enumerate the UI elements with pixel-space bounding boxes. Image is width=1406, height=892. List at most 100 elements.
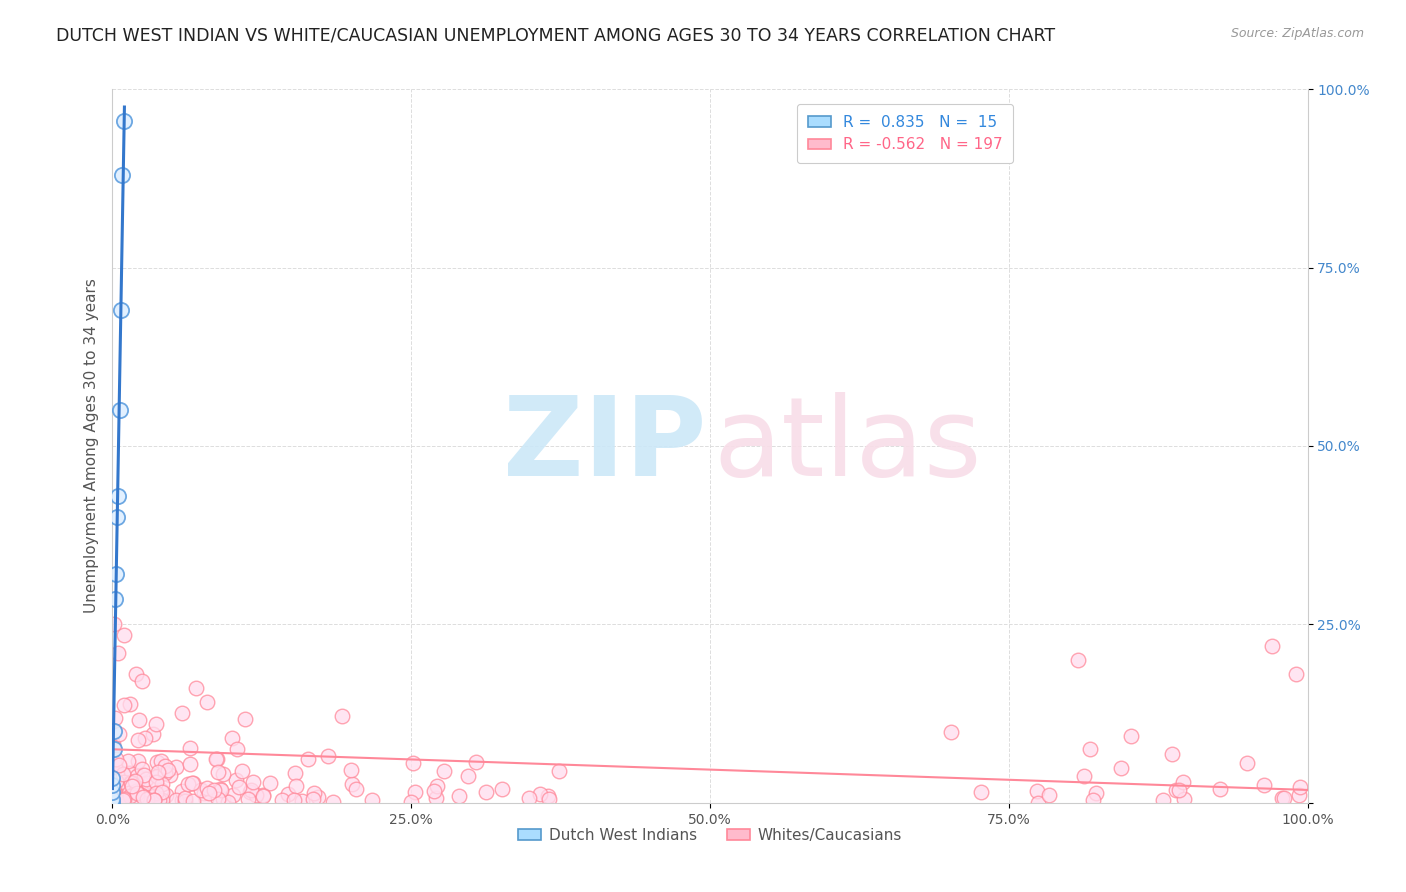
Point — [259, 776, 281, 790]
Point — [112, 793, 135, 807]
Point — [301, 792, 323, 806]
Text: Source: ZipAtlas.com: Source: ZipAtlas.com — [1230, 27, 1364, 40]
Point — [103, 617, 125, 632]
Point — [159, 768, 181, 782]
Point — [125, 667, 148, 681]
Point — [464, 755, 486, 769]
Point — [105, 510, 128, 524]
Point — [103, 742, 125, 756]
Point — [149, 782, 172, 797]
Point — [207, 792, 229, 806]
Point — [136, 776, 159, 790]
Point — [491, 782, 513, 797]
Point — [105, 774, 128, 789]
Point — [101, 790, 124, 805]
Point — [207, 752, 229, 766]
Point — [165, 793, 187, 807]
Point — [304, 786, 326, 800]
Point — [425, 790, 447, 805]
Point — [108, 757, 131, 772]
Point — [142, 727, 165, 741]
Point — [447, 789, 470, 804]
Point — [110, 785, 132, 799]
Point — [402, 756, 425, 771]
Point — [1038, 788, 1060, 802]
Point — [307, 790, 329, 805]
Point — [1253, 778, 1275, 792]
Point — [131, 763, 153, 777]
Point — [101, 792, 124, 806]
Point — [104, 752, 127, 766]
Point — [361, 793, 384, 807]
Point — [107, 489, 129, 503]
Point — [101, 739, 124, 754]
Point — [146, 764, 169, 779]
Point — [290, 794, 312, 808]
Point — [231, 764, 253, 779]
Point — [127, 784, 149, 798]
Point — [143, 792, 166, 806]
Point — [150, 776, 173, 790]
Point — [316, 748, 339, 763]
Point — [222, 789, 245, 803]
Point — [134, 731, 156, 746]
Point — [124, 792, 146, 806]
Point — [129, 784, 152, 798]
Point — [145, 717, 167, 731]
Point — [1173, 791, 1195, 805]
Point — [112, 775, 135, 789]
Point — [153, 766, 176, 780]
Point — [211, 767, 233, 781]
Point — [252, 789, 274, 804]
Point — [242, 775, 264, 789]
Point — [124, 773, 146, 788]
Point — [239, 782, 262, 797]
Point — [401, 795, 423, 809]
Point — [127, 732, 149, 747]
Point — [285, 780, 308, 794]
Point — [1271, 790, 1294, 805]
Point — [1160, 747, 1182, 762]
Point — [475, 785, 498, 799]
Point — [103, 737, 125, 751]
Point — [198, 786, 221, 800]
Point — [142, 793, 165, 807]
Point — [330, 708, 353, 723]
Point — [1288, 789, 1310, 803]
Point — [209, 782, 232, 797]
Point — [202, 783, 225, 797]
Point — [277, 788, 299, 802]
Point — [1261, 639, 1284, 653]
Point — [172, 793, 194, 807]
Point — [134, 771, 156, 785]
Point — [120, 775, 142, 789]
Point — [114, 114, 135, 128]
Point — [131, 673, 153, 688]
Text: DUTCH WEST INDIAN VS WHITE/CAUCASIAN UNEMPLOYMENT AMONG AGES 30 TO 34 YEARS CORR: DUTCH WEST INDIAN VS WHITE/CAUCASIAN UNE… — [56, 27, 1056, 45]
Y-axis label: Unemployment Among Ages 30 to 34 years: Unemployment Among Ages 30 to 34 years — [83, 278, 98, 614]
Point — [457, 769, 479, 783]
Point — [207, 765, 229, 780]
Point — [221, 731, 243, 745]
Point — [150, 784, 173, 798]
Point — [1078, 741, 1101, 756]
Point — [340, 764, 363, 778]
Point — [101, 771, 124, 785]
Point — [283, 793, 305, 807]
Point — [195, 780, 218, 795]
Point — [117, 765, 139, 780]
Point — [132, 777, 155, 791]
Point — [104, 711, 127, 725]
Point — [157, 763, 180, 777]
Point — [238, 792, 260, 806]
Point — [105, 567, 128, 582]
Text: atlas: atlas — [714, 392, 983, 500]
Point — [121, 779, 143, 793]
Point — [1272, 790, 1295, 805]
Point — [127, 790, 149, 805]
Point — [101, 781, 124, 796]
Point — [172, 783, 194, 797]
Point — [179, 757, 201, 772]
Point — [155, 759, 177, 773]
Point — [103, 785, 125, 799]
